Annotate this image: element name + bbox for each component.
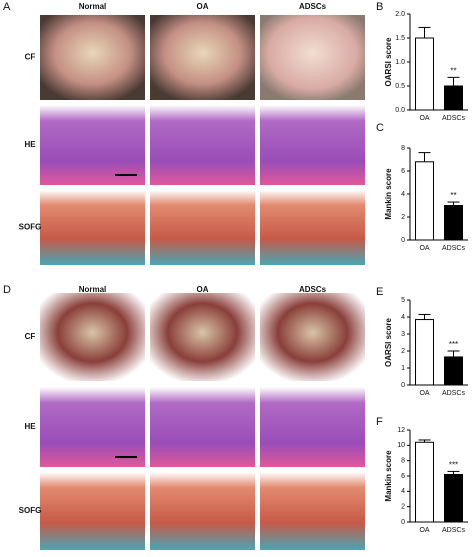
y-tick-label: 5 xyxy=(401,297,405,304)
y-tick-label: 1.0 xyxy=(395,59,405,66)
x-tick-label: ADSCs xyxy=(442,527,465,534)
y-tick-label: 12 xyxy=(397,427,405,434)
significance: *** xyxy=(449,461,458,470)
photo xyxy=(40,472,145,550)
bar xyxy=(415,319,434,386)
y-tick-label: 6 xyxy=(401,473,405,480)
photo xyxy=(40,105,145,185)
y-tick-label: 4 xyxy=(401,191,405,198)
column-header: OA xyxy=(197,2,209,11)
photo xyxy=(150,387,255,467)
y-axis-label: Mankin score xyxy=(384,168,393,220)
x-tick-label: ADSCs xyxy=(442,245,465,252)
y-tick-label: 0 xyxy=(401,519,405,526)
y-tick-label: 0.5 xyxy=(395,83,405,90)
y-tick-label: 8 xyxy=(401,458,405,465)
panel-label: A xyxy=(3,1,11,13)
photo xyxy=(260,15,365,100)
panel-label: B xyxy=(376,1,383,13)
y-tick-label: 2 xyxy=(401,348,405,355)
y-tick-label: 4 xyxy=(401,314,405,321)
photo xyxy=(150,472,255,550)
x-tick-label: OA xyxy=(419,527,429,534)
y-axis-label: Mankin score xyxy=(384,450,393,502)
y-tick-label: 2.0 xyxy=(395,11,405,18)
y-tick-label: 3 xyxy=(401,331,405,338)
x-tick-label: OA xyxy=(419,245,429,252)
bar xyxy=(415,37,434,111)
bar xyxy=(444,356,463,386)
photo xyxy=(40,387,145,467)
y-tick-label: 1 xyxy=(401,365,405,372)
y-tick-label: 0.0 xyxy=(395,107,405,114)
y-tick-label: 6 xyxy=(401,168,405,175)
photo xyxy=(260,190,365,265)
bar xyxy=(444,473,463,523)
column-header: ADSCs xyxy=(299,2,327,11)
row-label: CF xyxy=(25,332,36,341)
panel-label: C xyxy=(376,122,384,134)
row-label: SOFG xyxy=(19,223,42,232)
row-label: HE xyxy=(24,422,36,431)
significance: *** xyxy=(449,340,458,349)
row-label: SOFG xyxy=(19,506,42,515)
y-tick-label: 0 xyxy=(401,237,405,244)
y-tick-label: 2 xyxy=(401,504,405,511)
panel-label: E xyxy=(376,286,383,298)
y-tick-label: 0 xyxy=(401,382,405,389)
bar xyxy=(415,161,434,241)
column-header: ADSCs xyxy=(299,285,327,294)
x-tick-label: OA xyxy=(419,390,429,397)
row-label: CF xyxy=(25,53,36,62)
photo xyxy=(40,293,145,381)
photo xyxy=(150,293,255,381)
x-tick-label: ADSCs xyxy=(442,390,465,397)
y-axis-label: OARSI score xyxy=(384,37,393,86)
panel-label: F xyxy=(376,416,383,428)
y-tick-label: 8 xyxy=(401,145,405,152)
photo xyxy=(150,105,255,185)
x-tick-label: ADSCs xyxy=(442,115,465,122)
significance: ** xyxy=(450,191,456,200)
photo xyxy=(150,15,255,100)
bar xyxy=(444,85,463,111)
photo xyxy=(40,190,145,265)
significance: ** xyxy=(450,66,456,75)
bar xyxy=(444,205,463,241)
column-header: Normal xyxy=(79,2,107,11)
panel-label: D xyxy=(3,284,11,296)
y-tick-label: 2 xyxy=(401,214,405,221)
photo xyxy=(150,190,255,265)
y-tick-label: 10 xyxy=(397,442,405,449)
photo-panels xyxy=(40,15,365,550)
y-tick-label: 4 xyxy=(401,488,405,495)
photo xyxy=(260,293,365,381)
row-label: HE xyxy=(24,140,36,149)
y-tick-label: 1.5 xyxy=(395,35,405,42)
photo xyxy=(40,15,145,100)
column-header: OA xyxy=(197,285,209,294)
y-axis-label: OARSI score xyxy=(384,317,393,366)
photo xyxy=(260,387,365,467)
column-header: Normal xyxy=(79,285,107,294)
photo xyxy=(260,105,365,185)
photo xyxy=(260,472,365,550)
bar xyxy=(415,441,434,523)
x-tick-label: OA xyxy=(419,115,429,122)
